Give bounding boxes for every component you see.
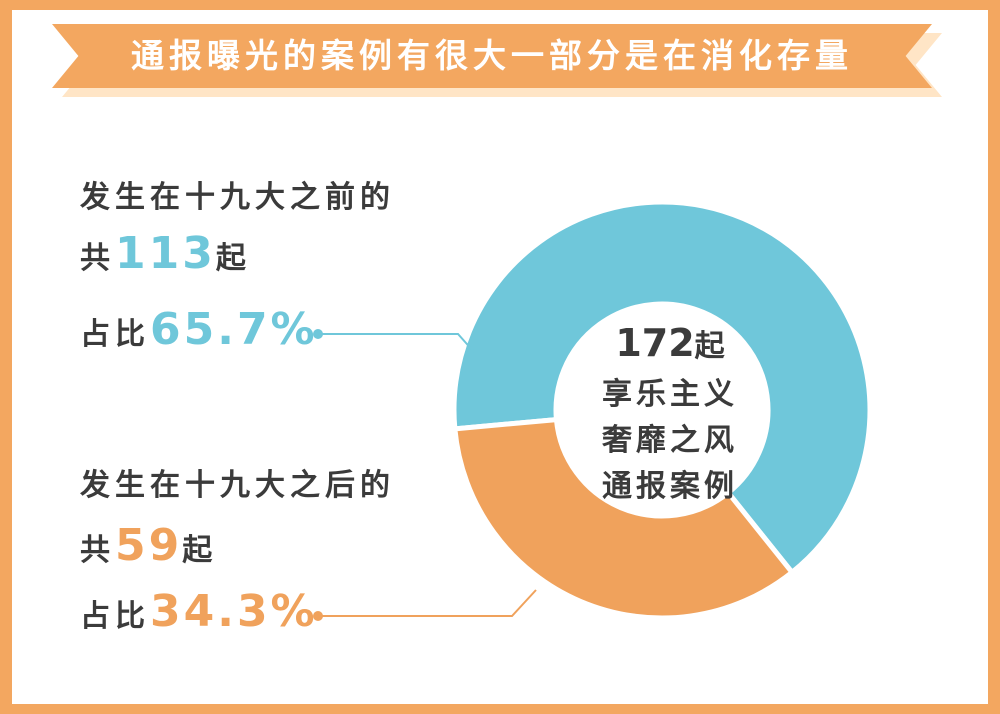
center-line-2: 奢靡之风 xyxy=(602,423,738,458)
after-percent-value: 34.3% xyxy=(150,586,318,637)
after-percent-prefix: 占比 xyxy=(80,599,150,634)
chart-title: 通报曝光的案例有很大一部分是在消化存量 xyxy=(131,36,853,75)
after-count-suffix: 起 xyxy=(182,533,218,568)
leader-after-line xyxy=(318,589,537,617)
leader-before-dot xyxy=(313,329,323,339)
before-percent-line: 占比65.7% xyxy=(80,304,318,355)
before-count-prefix: 共 xyxy=(80,241,115,276)
leader-before-line xyxy=(318,333,475,353)
before-label: 发生在十九大之前的 xyxy=(80,180,395,215)
center-line-3: 通报案例 xyxy=(602,469,738,504)
after-count-value: 59 xyxy=(115,520,183,571)
leader-lines xyxy=(313,329,537,621)
donut-slice-before xyxy=(451,199,873,576)
center-total-line: 172起 xyxy=(560,318,780,372)
after-label: 发生在十九大之后的 xyxy=(80,468,395,503)
center-total-unit: 起 xyxy=(694,329,725,364)
center-line-1: 享乐主义 xyxy=(602,377,738,412)
before-percent-prefix: 占比 xyxy=(80,317,150,352)
leader-after-dot xyxy=(313,611,323,621)
after-percent-line: 占比34.3% xyxy=(80,586,318,637)
before-percent-value: 65.7% xyxy=(150,304,318,355)
title-ribbon xyxy=(52,24,932,88)
donut-slices xyxy=(451,199,873,621)
donut-center-text: 172起 享乐主义 奢靡之风 通报案例 xyxy=(560,318,780,510)
after-count-line: 共59起 xyxy=(80,520,217,571)
before-count-value: 113 xyxy=(115,228,216,279)
donut-slice-after xyxy=(452,416,796,621)
before-count-suffix: 起 xyxy=(215,241,251,276)
center-total-value: 172 xyxy=(615,321,695,365)
after-count-prefix: 共 xyxy=(80,533,115,568)
before-count-line: 共113起 xyxy=(80,228,251,279)
